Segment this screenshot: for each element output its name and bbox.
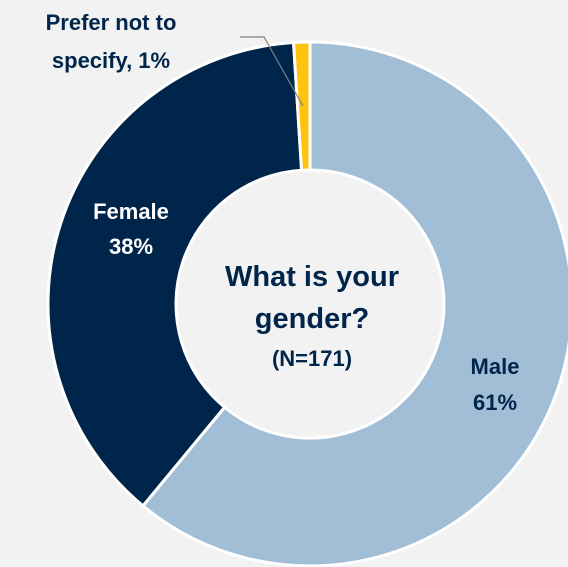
donut-slices (46, 40, 568, 567)
center-subtitle: (N=171) (272, 346, 352, 371)
slice-label-prefer-not-line2: specify, 1% (52, 48, 170, 73)
slice-prefer-not (291, 40, 312, 172)
center-title-line2: gender? (255, 303, 369, 335)
slice-label-male-name: Male (471, 354, 520, 379)
prefer-not-leader-line (240, 36, 304, 107)
slice-label-prefer-not-line1: Prefer not to (46, 10, 177, 35)
slice-label-male-pct: 61% (473, 390, 517, 415)
slice-label-female-name: Female (93, 199, 169, 224)
slice-male (140, 40, 568, 567)
slice-label-female-pct: 38% (109, 234, 153, 259)
center-title-line1: What is your (225, 261, 399, 293)
slice-female (46, 40, 304, 508)
